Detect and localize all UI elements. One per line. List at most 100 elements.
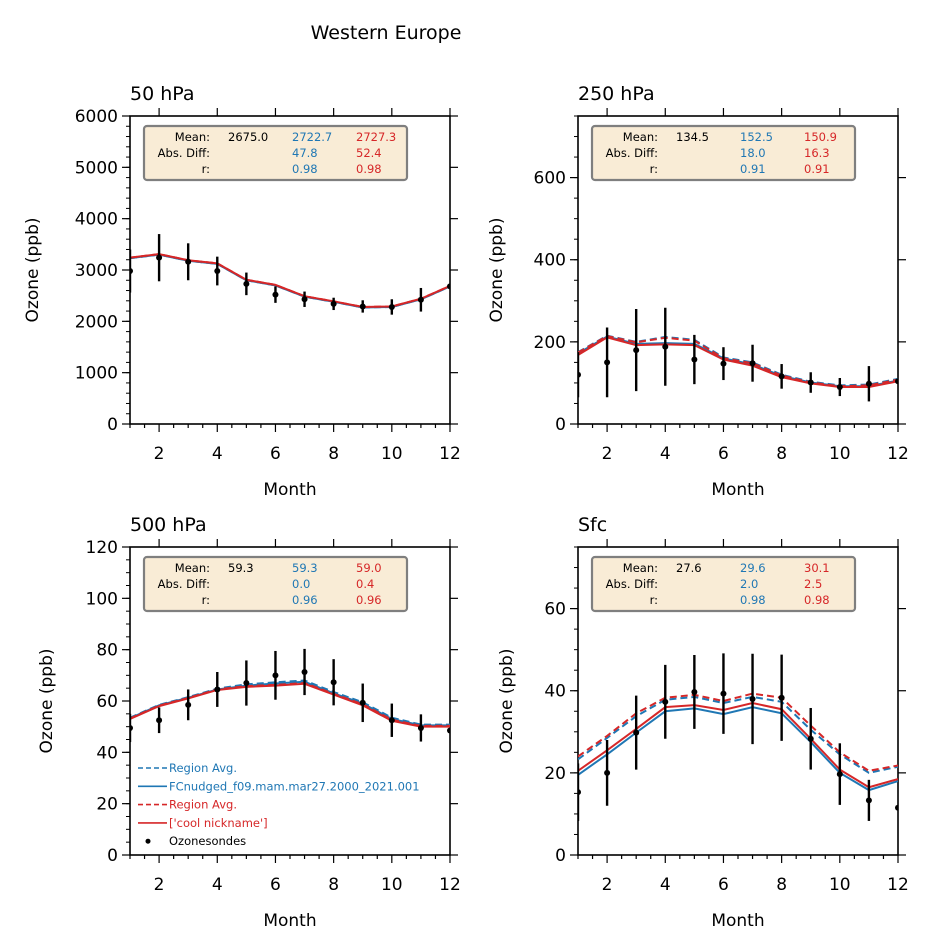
- stats-value-mean: 152.5: [740, 130, 773, 144]
- x-tick-label: 12: [439, 875, 461, 895]
- stats-value-r: 0.96: [292, 593, 318, 607]
- x-tick-label: 6: [270, 875, 281, 895]
- observation-point: [185, 701, 192, 708]
- series-group: [130, 679, 450, 728]
- observation-point: [604, 769, 611, 776]
- y-tick-label: 100: [86, 589, 118, 609]
- stats-box: Mean: 59.3 59.3 59.0 Abs. Diff: 0.0 0.4 r: 0.96 0…: [142, 555, 409, 613]
- stats-value-mean: 2722.7: [292, 130, 332, 144]
- observation-point: [720, 690, 727, 697]
- y-tick-label: 600: [534, 169, 566, 189]
- x-tick-label: 10: [829, 444, 851, 464]
- observation-point: [214, 686, 221, 693]
- observation-point: [662, 343, 669, 350]
- stats-label-r: r:: [202, 162, 210, 176]
- x-tick-label: 8: [776, 875, 787, 895]
- y-tick-label: 60: [96, 692, 118, 712]
- series-line-1: [130, 680, 450, 727]
- observation-point: [388, 717, 395, 724]
- series-line-2: [578, 692, 898, 772]
- observation-point: [301, 668, 308, 675]
- x-tick-label: 6: [718, 875, 729, 895]
- y-tick-label: 200: [534, 333, 566, 353]
- panel-title: 50 hPa: [130, 83, 195, 105]
- panel-title: 500 hPa: [130, 514, 207, 536]
- x-tick-label: 8: [328, 875, 339, 895]
- stats-value-r: 0.91: [804, 162, 830, 176]
- y-tick-label: 80: [96, 641, 118, 661]
- x-tick-label: 6: [718, 444, 729, 464]
- stats-label-mean: Mean:: [175, 561, 210, 575]
- observation-point: [359, 303, 366, 310]
- x-tick-label: 12: [439, 444, 461, 464]
- observations-group: [130, 648, 450, 743]
- legend-label: Region Avg.: [169, 798, 237, 812]
- stats-box: Mean: 2675.0 2722.7 2727.3 Abs. Diff: 47.8 52.…: [142, 124, 409, 182]
- observation-point: [865, 797, 872, 804]
- observation-point: [447, 727, 450, 734]
- observation-point: [214, 268, 221, 275]
- stats-value-abs-diff: 18.0: [740, 146, 766, 160]
- observations-group: [578, 307, 898, 402]
- observation-point: [807, 735, 814, 742]
- stats-value-mean: 27.6: [676, 561, 702, 575]
- stats-value-mean: 150.9: [804, 130, 837, 144]
- panel-50-hpa: 50 hPa 2 4 6 8 10 12 Month 0 1000 2000 3000 4000 5000…: [23, 83, 461, 500]
- stats-box-background: [590, 124, 857, 182]
- figure-title: Western Europe: [311, 22, 462, 44]
- observation-point: [156, 254, 163, 261]
- observation-point: [865, 380, 872, 387]
- observation-point: [604, 359, 611, 366]
- y-tick-label: 0: [555, 846, 566, 866]
- stats-value-mean: 59.0: [356, 561, 382, 575]
- legend-label: ['cool nickname']: [169, 816, 268, 830]
- y-tick-label: 120: [86, 538, 118, 558]
- x-tick-label: 2: [154, 444, 165, 464]
- series-line-3: [578, 336, 898, 389]
- observation-point: [272, 672, 279, 679]
- observation-point: [578, 371, 581, 378]
- observation-point: [749, 360, 756, 367]
- stats-label-r: r:: [650, 593, 658, 607]
- x-tick-label: 2: [602, 444, 613, 464]
- x-tick-label: 10: [381, 875, 403, 895]
- observations-group: [130, 234, 450, 315]
- observations-group: [578, 653, 898, 821]
- panel-250-hpa: 250 hPa 2 4 6 8 10 12 Month 0 200 400 600 Ozone (ppb…: [487, 83, 909, 500]
- stats-label-r: r:: [202, 593, 210, 607]
- y-tick-label: 0: [107, 846, 118, 866]
- y-tick-label: 6000: [75, 107, 118, 127]
- observation-point: [578, 789, 581, 796]
- y-tick-label: 2000: [75, 312, 118, 332]
- stats-value-r: 0.91: [740, 162, 766, 176]
- x-tick-label: 4: [660, 444, 671, 464]
- stats-value-abs-diff: 2.0: [740, 577, 758, 591]
- observation-point: [749, 695, 756, 702]
- stats-box-background: [142, 124, 409, 182]
- stats-label-mean: Mean:: [623, 561, 658, 575]
- observation-point: [130, 724, 133, 731]
- stats-value-r: 0.98: [356, 162, 382, 176]
- stats-value-mean: 2727.3: [356, 130, 396, 144]
- legend-label: Ozonesondes: [169, 834, 246, 848]
- observation-point: [633, 729, 640, 736]
- x-tick-label: 4: [212, 444, 223, 464]
- y-tick-label: 0: [107, 415, 118, 435]
- series-line-2: [578, 335, 898, 388]
- panel-title: Sfc: [578, 514, 607, 536]
- stats-value-abs-diff: 0.0: [292, 577, 310, 591]
- observation-point: [895, 804, 898, 811]
- stats-value-mean: 30.1: [804, 561, 830, 575]
- y-axis-label: Ozone (ppb): [23, 218, 43, 323]
- observation-point: [662, 698, 669, 705]
- observation-point: [778, 373, 785, 380]
- series-line-2: [130, 682, 450, 727]
- panel-title: 250 hPa: [578, 83, 655, 105]
- observation-point: [836, 384, 843, 391]
- series-group: [130, 253, 450, 309]
- x-tick-label: 4: [660, 875, 671, 895]
- stats-value-r: 0.98: [292, 162, 318, 176]
- y-tick-label: 3000: [75, 261, 118, 281]
- series-group: [578, 692, 898, 792]
- observation-point: [272, 291, 279, 298]
